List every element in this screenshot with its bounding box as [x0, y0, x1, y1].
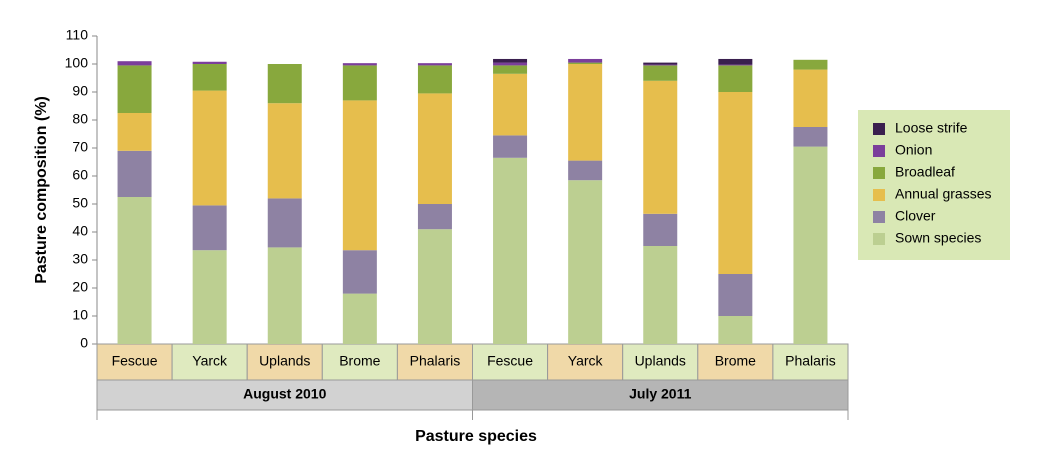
bar-segment — [342, 63, 377, 66]
bar-segment — [267, 198, 302, 248]
bar-segment — [192, 64, 227, 91]
bar-segment — [267, 64, 302, 104]
x-tick-label: Phalaris — [785, 353, 836, 369]
y-tick-label: 40 — [72, 223, 88, 239]
group-cell — [472, 379, 849, 411]
legend-swatch — [873, 233, 885, 245]
bar-segment — [117, 65, 152, 113]
bar-segment — [342, 100, 377, 251]
y-tick-label: 110 — [66, 27, 89, 43]
legend-label: Sown species — [895, 230, 981, 246]
bar-segment — [643, 65, 678, 81]
y-axis-title: Pasture composition (%) — [33, 96, 50, 284]
x-tick-label: Yarck — [568, 353, 604, 369]
bar-segment — [192, 61, 227, 64]
bar-segment — [117, 197, 152, 344]
y-tick-label: 100 — [65, 55, 89, 71]
legend-swatch — [873, 189, 885, 201]
bar-segment — [417, 63, 452, 66]
group-label: July 2011 — [629, 386, 691, 402]
category-cell — [96, 343, 173, 381]
legend-swatch — [873, 211, 885, 223]
bar-segment — [417, 93, 452, 204]
y-tick-label: 80 — [72, 111, 88, 127]
bar-segment — [793, 59, 828, 70]
category-cell — [622, 343, 699, 381]
bar-segment — [117, 61, 152, 66]
y-tick-label: 10 — [72, 307, 88, 323]
y-tick-label: 60 — [72, 167, 88, 183]
x-tick-label: Phalaris — [410, 353, 461, 369]
x-tick-label: Brome — [715, 353, 756, 369]
legend-label: Loose strife — [895, 120, 968, 136]
bar-segment — [192, 250, 227, 344]
bar-segment — [718, 64, 753, 66]
bar-segment — [342, 250, 377, 294]
legend-swatch — [873, 167, 885, 179]
y-tick-label: 20 — [72, 279, 88, 295]
bar-segment — [493, 62, 528, 66]
bar-segment — [568, 58, 603, 63]
bar-segment — [568, 62, 603, 64]
legend-label: Onion — [895, 142, 932, 158]
x-tick-label: Fescue — [112, 353, 158, 369]
bar-segment — [493, 58, 528, 63]
bar-segment — [493, 135, 528, 158]
bar-segment — [718, 92, 753, 274]
bar-segment — [267, 103, 302, 199]
y-tick-label: 30 — [72, 251, 88, 267]
category-cell — [321, 343, 398, 381]
y-tick-label: 70 — [72, 139, 88, 155]
bar-segment — [568, 160, 603, 181]
y-tick-label: 90 — [72, 83, 88, 99]
x-tick-label: Yarck — [192, 353, 228, 369]
group-label: August 2010 — [243, 386, 326, 402]
category-cell — [772, 343, 849, 381]
bar-segment — [643, 64, 678, 66]
bar-segment — [493, 65, 528, 74]
category-cell — [547, 343, 624, 381]
bar-segment — [718, 58, 753, 65]
x-tick-label: Fescue — [487, 353, 533, 369]
bar-segment — [643, 246, 678, 344]
x-tick-label: Uplands — [259, 353, 310, 369]
bar-segment — [493, 73, 528, 136]
bar-segment — [718, 65, 753, 92]
bar-segment — [117, 113, 152, 151]
bar-segment — [793, 69, 828, 127]
bar-segment — [342, 65, 377, 101]
x-tick-label: Brome — [339, 353, 380, 369]
bar-segment — [643, 62, 678, 65]
x-axis-title: Pasture species — [415, 428, 537, 445]
bar-segment — [117, 150, 152, 197]
bar-segment — [267, 247, 302, 344]
legend-label: Annual grasses — [895, 186, 992, 202]
bar-segment — [793, 127, 828, 147]
y-tick-label: 50 — [72, 195, 88, 211]
bar-segment — [417, 65, 452, 94]
bar-segment — [568, 64, 603, 161]
x-tick-label: Uplands — [635, 353, 686, 369]
bar-segment — [493, 157, 528, 344]
bar-segment — [568, 180, 603, 344]
category-cell — [246, 343, 323, 381]
bar-segment — [192, 205, 227, 251]
y-tick-label: 0 — [80, 335, 88, 351]
bar-segment — [417, 204, 452, 230]
bar-segment — [192, 90, 227, 206]
bar-segment — [417, 229, 452, 344]
bar-segment — [342, 293, 377, 344]
bar-segment — [718, 316, 753, 344]
legend-swatch — [873, 145, 885, 157]
legend-label: Broadleaf — [895, 164, 955, 180]
bar-segment — [643, 80, 678, 214]
category-cell — [472, 343, 549, 381]
bar-segment — [643, 213, 678, 246]
bar-segment — [793, 146, 828, 344]
bar-segment — [718, 274, 753, 316]
legend-label: Clover — [895, 208, 936, 224]
legend-swatch — [873, 123, 885, 135]
